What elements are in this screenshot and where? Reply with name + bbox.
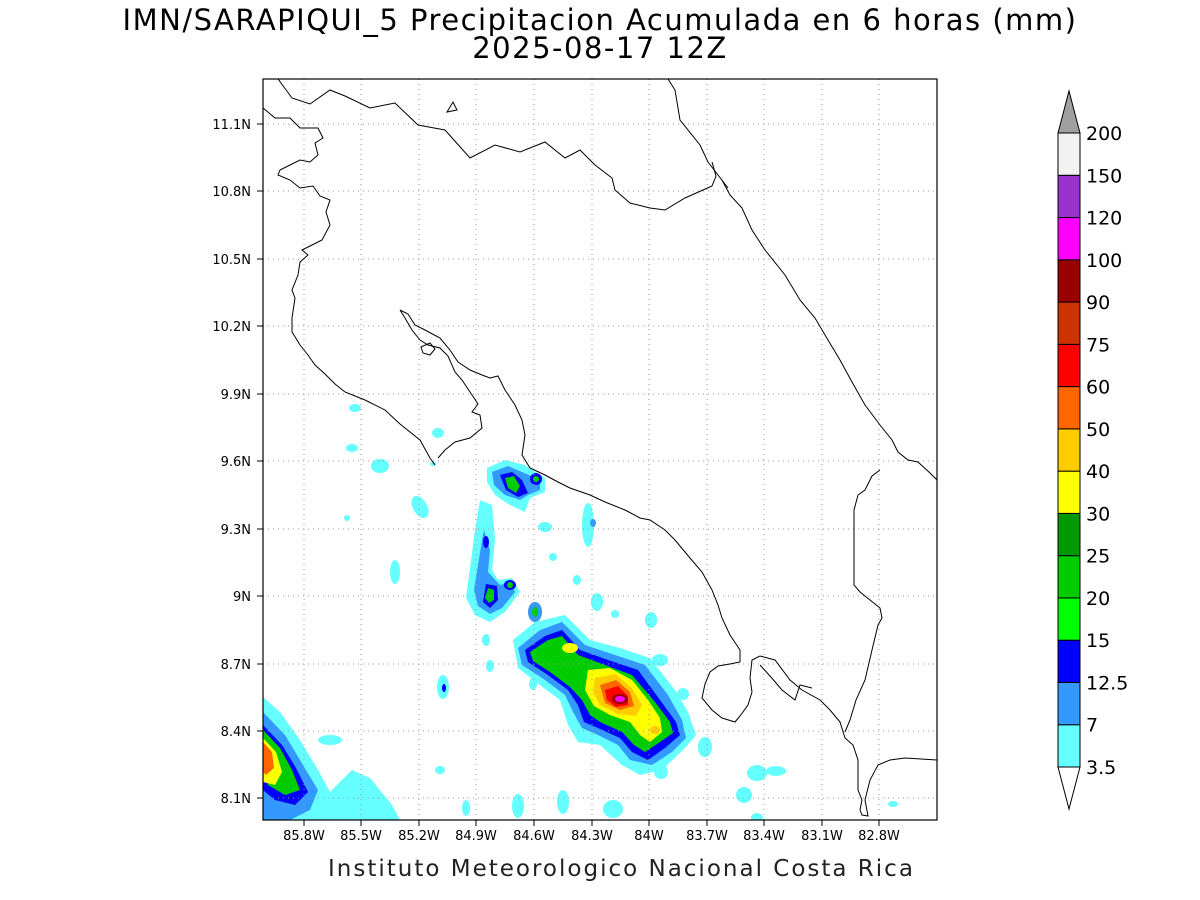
colorbar-level-label: 90 (1086, 292, 1110, 314)
colorbar-swatch (1057, 512, 1081, 557)
lat-label: 9.3N (221, 523, 251, 538)
colorbar-swatch (1057, 470, 1081, 514)
lat-label: 9N (233, 590, 251, 605)
lat-label: 10.5N (212, 253, 251, 268)
colorbar-level-label: 25 (1086, 546, 1110, 568)
colorbar-swatch (1057, 132, 1081, 176)
colorbar-swatch (1057, 217, 1081, 261)
colorbar-level-label: 50 (1086, 419, 1110, 441)
precip-north-cluster-east-core (533, 476, 539, 482)
colorbar-swatch (1057, 259, 1081, 303)
colorbar-level-label: 15 (1086, 630, 1110, 652)
precip-small-blue-2 (590, 519, 596, 527)
map-subtitle-date: 2025-08-17 12Z (472, 31, 728, 65)
colorbar-swatch (1057, 174, 1081, 219)
colorbar-swatch (1057, 681, 1081, 726)
colorbar-swatch (1057, 724, 1081, 768)
colorbar-level-label: 30 (1086, 503, 1110, 525)
lat-label: 10.2N (212, 320, 251, 335)
colorbar-swatch (1057, 386, 1081, 430)
map-title: IMN/SARAPIQUI_5 Precipitacion Acumulada … (122, 3, 1078, 37)
colorbar-swatch (1057, 428, 1081, 472)
colorbar-swatch (1057, 555, 1081, 599)
precip-area-west-column-7 (474, 530, 515, 614)
caribbean-coast (721, 179, 937, 481)
caribbean-coast-north (667, 79, 729, 189)
lon-label: 83.4W (743, 829, 785, 844)
lon-label: 82.8W (858, 829, 900, 844)
colorbar-level-label: 75 (1086, 334, 1110, 356)
precip-mid-spot-1-core (532, 607, 538, 617)
precip-area-north-cluster-20 (505, 476, 520, 493)
colorbar-level-label: 7 (1086, 715, 1098, 737)
lon-label: 85.2W (398, 829, 440, 844)
lon-label: 83.7W (686, 829, 728, 844)
lat-label: 10.8N (212, 185, 251, 200)
pacific-coast-guanacaste (263, 107, 436, 466)
colorbar-level-label: 100 (1086, 250, 1122, 272)
colorbar-level-label: 120 (1086, 208, 1122, 230)
precip-band-yellow-spot-2 (650, 726, 660, 734)
colorbar-level-label: 200 (1086, 123, 1122, 145)
lat-label: 9.9N (221, 388, 251, 403)
colorbar-level-label: 40 (1086, 461, 1110, 483)
lon-label: 84.6W (513, 829, 555, 844)
colorbar-level-label: 3.5 (1086, 757, 1116, 779)
nicaragua-border (277, 79, 717, 211)
colorbar-level-label: 12.5 (1086, 672, 1128, 694)
axis-ticks (257, 123, 880, 826)
colorbar-level-label: 60 (1086, 377, 1110, 399)
lat-label: 8.1N (221, 792, 251, 807)
colorbar-swatch (1057, 343, 1081, 388)
colorbar-arrow-max (1057, 89, 1081, 134)
osa-peninsula (739, 655, 863, 811)
lon-label: 85.5W (340, 829, 382, 844)
colorbar-swatch (1057, 597, 1081, 641)
burica-coast (859, 757, 937, 817)
precip-scattered-light (318, 404, 898, 820)
lon-label: 84W (634, 829, 664, 844)
precip-band-yellow-spot (562, 643, 578, 653)
colorbar-legend: 3.5 7 12.5 15 20 25 30 40 50 60 75 90 100 120 150 200 (1057, 89, 1128, 811)
lat-label: 8.4N (221, 725, 251, 740)
precip-area-sw-core-50 (263, 742, 274, 775)
colorbar-level-label: 150 (1086, 165, 1122, 187)
colorbar-arrow-min (1057, 766, 1081, 811)
footer-credit: Instituto Meteorologico Nacional Costa R… (328, 856, 915, 882)
map-frame (262, 78, 938, 821)
pacific-coast-central (399, 309, 741, 723)
colorbar-level-label: 20 (1086, 588, 1110, 610)
lat-label: 9.6N (221, 455, 251, 470)
precipitation-fields (263, 404, 898, 820)
nicoya-gulf (399, 309, 483, 459)
lon-label: 85.8W (283, 829, 325, 844)
lon-label: 83.1W (801, 829, 843, 844)
map-gridlines (263, 79, 937, 820)
colorbar-swatch (1057, 301, 1081, 345)
panama-border (844, 469, 883, 733)
lat-label: 11.1N (212, 118, 251, 133)
precip-area-west-column-20 (485, 588, 494, 603)
precip-max-core-120 (615, 696, 625, 702)
precip-west-column-top-spot (483, 536, 489, 548)
golfo-dulce (759, 664, 813, 701)
coastlines-borders (263, 79, 937, 817)
chira-island (420, 342, 436, 356)
small-island-north (445, 100, 458, 113)
precip-west-column-spot-core (507, 582, 513, 588)
colorbar-swatch (1057, 639, 1081, 683)
lon-label: 84.9W (455, 829, 497, 844)
lat-label: 8.7N (221, 658, 251, 673)
lon-label: 84.3W (571, 829, 613, 844)
precip-small-blue-1 (442, 684, 446, 692)
